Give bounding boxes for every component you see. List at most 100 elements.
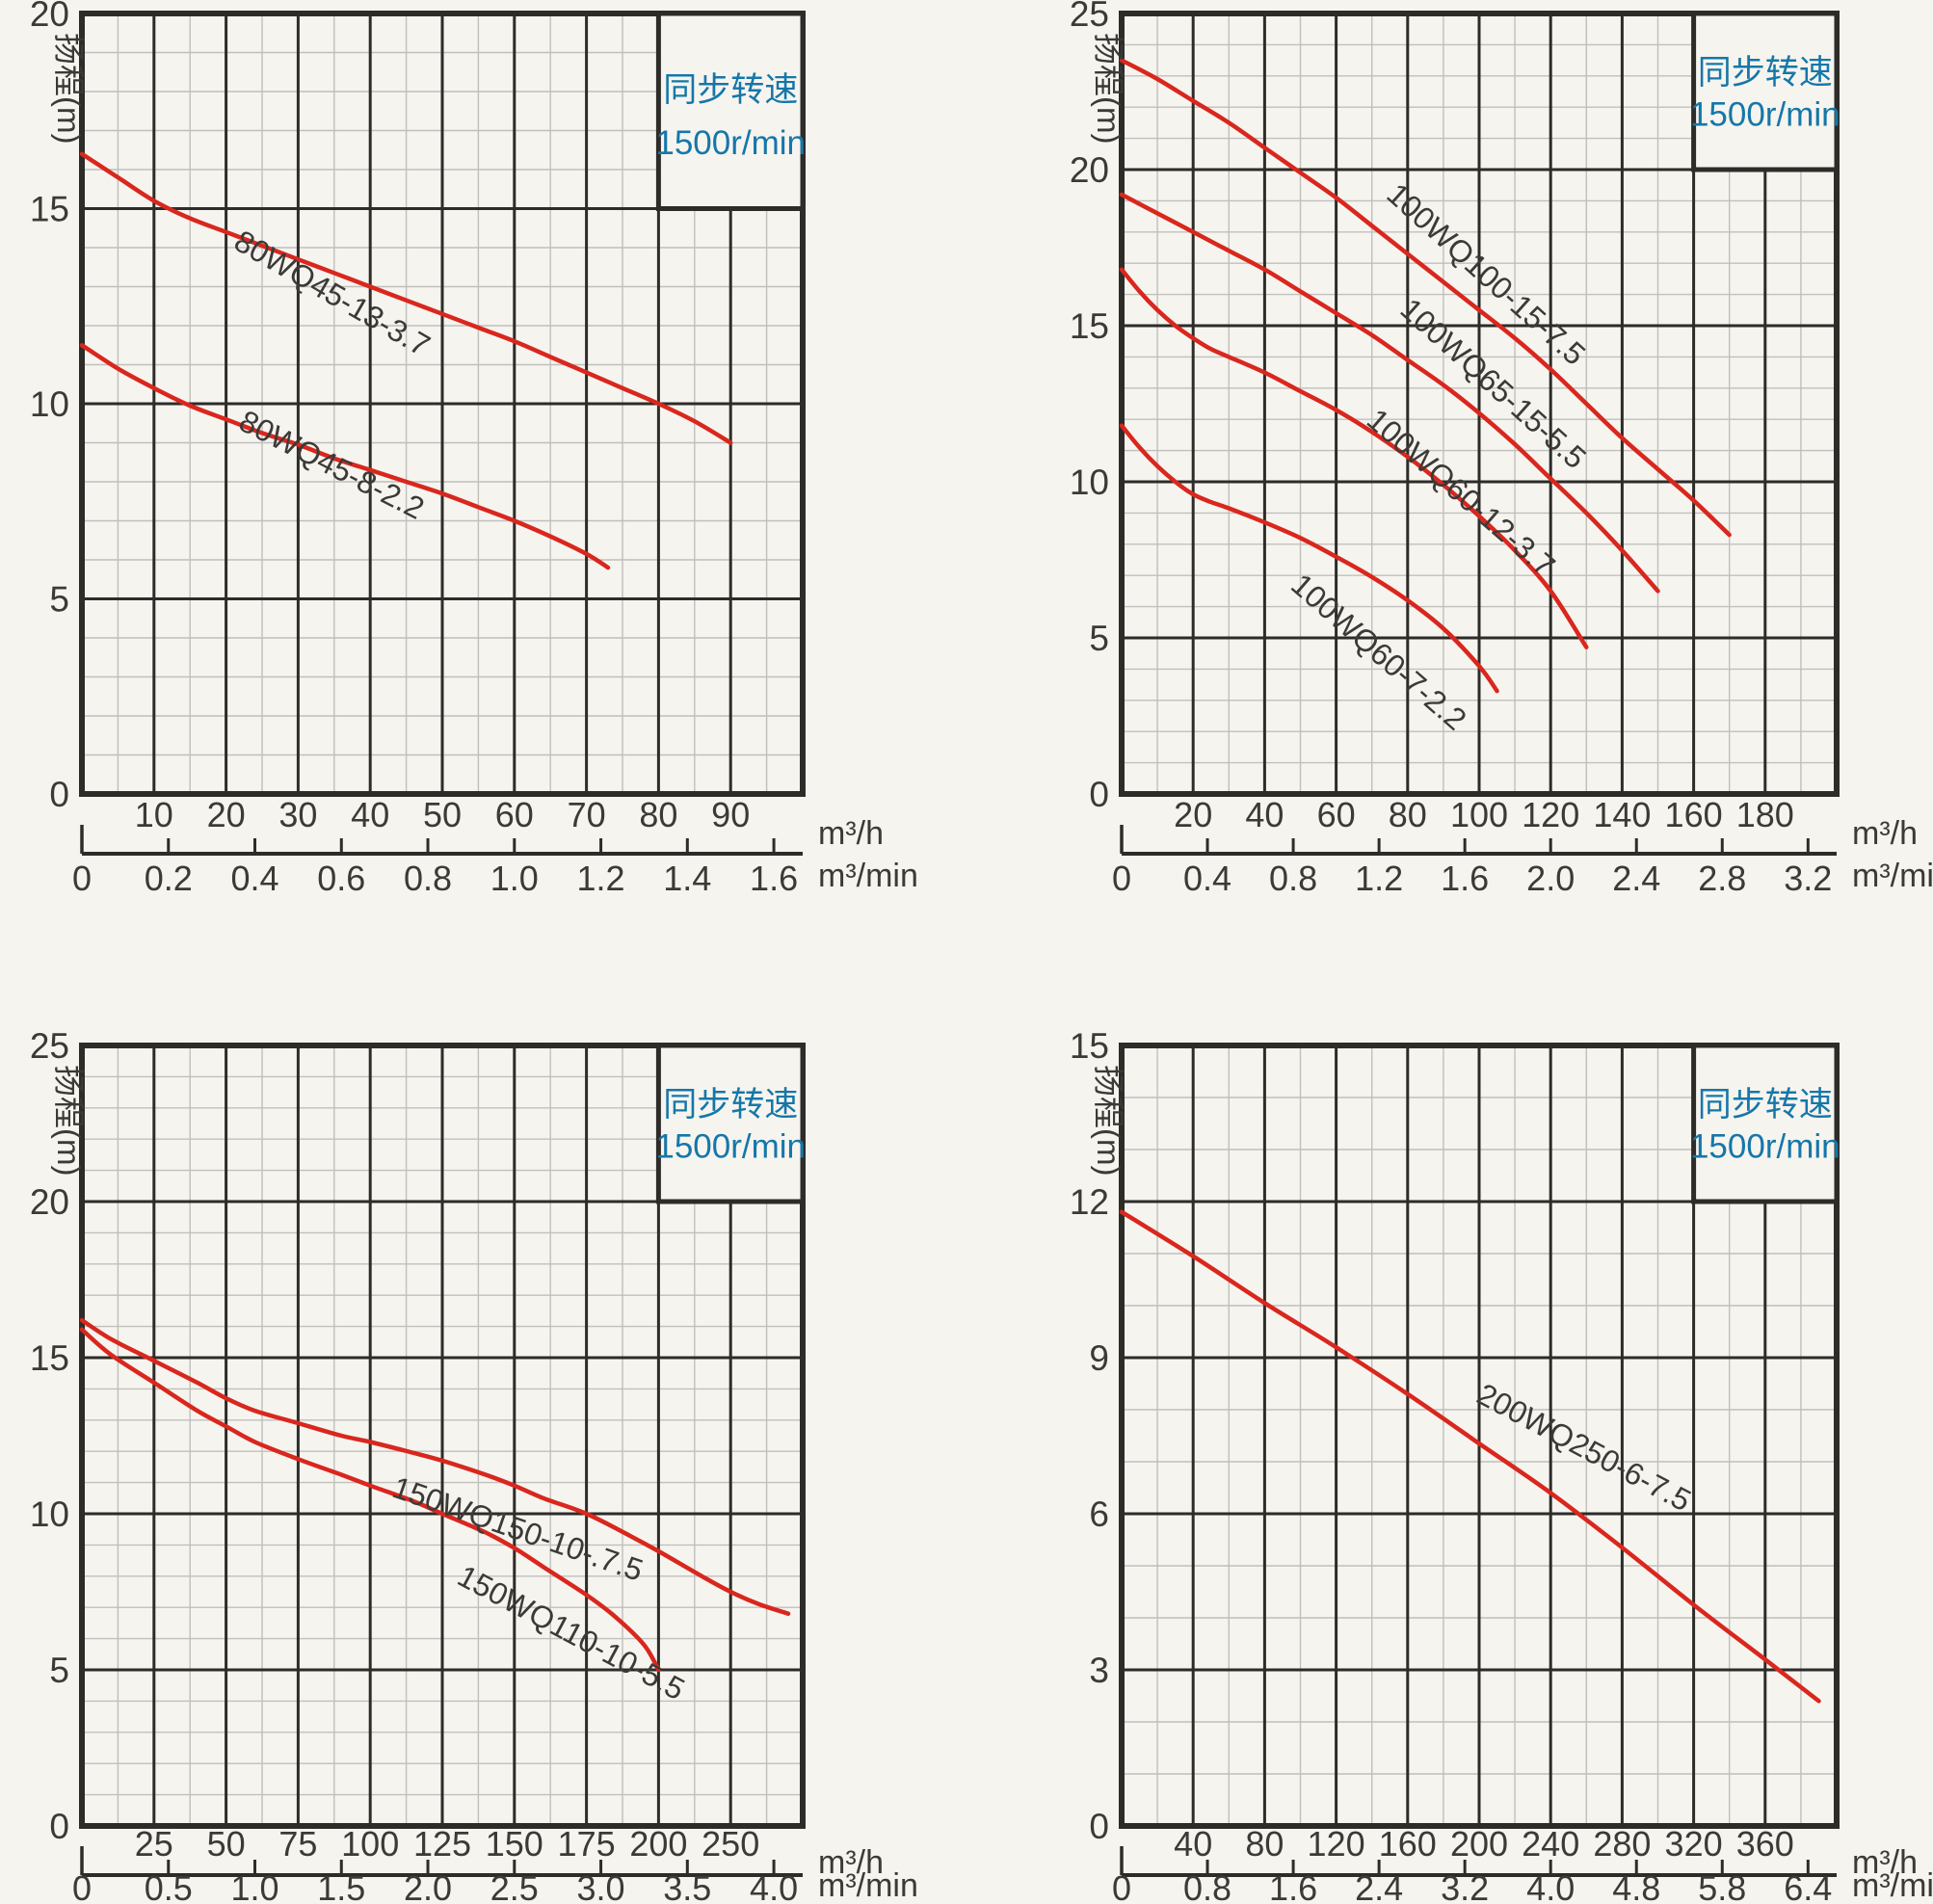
speed-box-line2: 1500r/min xyxy=(1690,96,1840,134)
y-tick-label: 20 xyxy=(1070,150,1109,190)
y-axis-title: 扬程(m) xyxy=(51,33,87,144)
unit-m3min-label: m³/min xyxy=(818,1867,918,1904)
curve-100WQ60-7-2.2 xyxy=(1119,423,1499,694)
secondary-tick-label: 2.0 xyxy=(404,1868,452,1904)
x-tick-label: 30 xyxy=(278,795,317,834)
secondary-tick-label: 0 xyxy=(1112,1868,1131,1904)
x-tick-label: 25 xyxy=(135,1824,173,1864)
speed-box xyxy=(655,11,806,211)
chart-panel-top-right: 同步转速 1500r/min 100WQ100-15-7.5 100WQ65-15-5… xyxy=(966,0,1933,952)
y-tick-label: 9 xyxy=(1089,1338,1109,1378)
secondary-tick-label: 1.4 xyxy=(663,859,711,898)
secondary-tick-label: 3.0 xyxy=(577,1868,625,1904)
secondary-tick-label: 0.8 xyxy=(1269,859,1317,898)
y-tick-label: 0 xyxy=(49,775,69,814)
curve-80WQ45-13-3.7 xyxy=(79,151,733,445)
y-tick-label: 0 xyxy=(49,1807,69,1846)
x-tick-label: 90 xyxy=(711,795,750,834)
x-tick-label: 280 xyxy=(1593,1824,1651,1864)
x-tick-label: 175 xyxy=(558,1824,616,1864)
y-tick-label: 5 xyxy=(49,580,69,620)
curve-150WQ150-10-.7.5 xyxy=(79,1317,791,1616)
curve-label-150WQ110-10-5.5: 150WQ110-10-5.5 xyxy=(452,1558,690,1706)
speed-box-line1: 同步转速 xyxy=(1698,1086,1833,1124)
curve-100WQ65-15-5.5 xyxy=(1119,192,1660,594)
curve-100WQ60-12-3.7 xyxy=(1119,267,1589,649)
secondary-tick-label: 2.4 xyxy=(1355,1868,1403,1904)
unit-m3min-label: m³/min xyxy=(818,858,918,894)
speed-box-line1: 同步转速 xyxy=(663,71,798,109)
secondary-tick-label: 0.5 xyxy=(145,1868,193,1904)
x-tick-label: 75 xyxy=(278,1824,317,1864)
plot-border xyxy=(1119,11,1840,797)
x-tick-label: 100 xyxy=(341,1824,399,1864)
y-tick-label: 25 xyxy=(30,1026,69,1066)
x-tick-label: 160 xyxy=(1665,795,1723,834)
y-tick-label: 10 xyxy=(30,384,69,424)
secondary-tick-label: 4.0 xyxy=(1526,1868,1575,1904)
x-tick-label: 40 xyxy=(1174,1824,1212,1864)
secondary-tick-label: 1.0 xyxy=(230,1868,278,1904)
curve-label-100WQ60-7-2.2: 100WQ60-7-2.2 xyxy=(1284,567,1472,737)
y-tick-label: 6 xyxy=(1089,1494,1109,1534)
x-tick-label: 40 xyxy=(351,795,389,834)
x-tick-label: 80 xyxy=(1245,1824,1284,1864)
x-tick-label: 80 xyxy=(639,795,677,834)
secondary-tick-label: 3.5 xyxy=(663,1868,711,1904)
secondary-tick-label: 0 xyxy=(72,1868,92,1904)
pump-curve-chart-top-left: 同步转速 1500r/min 80WQ45-13-3.7 80WQ45-8-2.2 0 5… xyxy=(30,0,918,898)
secondary-tick-label: 1.2 xyxy=(577,859,625,898)
x-tick-label: 10 xyxy=(135,795,173,834)
plot-border xyxy=(1119,1043,1840,1829)
x-tick-label: 120 xyxy=(1522,795,1579,834)
y-tick-label: 5 xyxy=(1089,619,1109,658)
speed-box xyxy=(1691,11,1840,172)
x-tick-label: 200 xyxy=(629,1824,687,1864)
x-tick-label: 360 xyxy=(1736,1824,1794,1864)
unit-m3h-label: m³/h xyxy=(1852,815,1918,852)
secondary-tick-label: 2.5 xyxy=(490,1868,539,1904)
curve-label-80WQ45-8-2.2: 80WQ45-8-2.2 xyxy=(234,403,430,525)
secondary-tick-label: 4.0 xyxy=(750,1868,798,1904)
x-tick-label: 60 xyxy=(495,795,534,834)
y-tick-label: 15 xyxy=(30,190,69,229)
speed-box xyxy=(1691,1043,1840,1204)
secondary-tick-label: 0 xyxy=(72,859,92,898)
unit-m3h-label: m³/h xyxy=(818,1844,884,1881)
y-tick-label: 5 xyxy=(49,1651,69,1690)
curve-label-200WQ250-6-7.5: 200WQ250-6-7.5 xyxy=(1471,1376,1697,1518)
secondary-tick-label: 2.8 xyxy=(1698,859,1746,898)
plot-border xyxy=(79,11,806,797)
x-tick-label: 140 xyxy=(1593,795,1651,834)
speed-box-line2: 1500r/min xyxy=(655,124,806,162)
pump-curve-chart-bottom-left: 同步转速1500r/min150WQ150-10-.7.5150WQ110-10… xyxy=(30,1026,918,1904)
y-tick-label: 15 xyxy=(1070,1026,1109,1066)
y-axis-title: 扬程(m) xyxy=(1091,33,1126,144)
x-tick-label: 40 xyxy=(1245,795,1284,834)
y-axis-title: 扬程(m) xyxy=(51,1065,87,1176)
unit-m3min-label: m³/min xyxy=(1852,1867,1933,1904)
plot-border xyxy=(79,1043,806,1829)
secondary-tick-label: 3.2 xyxy=(1441,1868,1489,1904)
chart-panel-top-left: 同步转速 1500r/min 80WQ45-13-3.7 80WQ45-8-2.2 0 5… xyxy=(0,0,966,952)
speed-box-line1: 同步转速 xyxy=(663,1086,798,1124)
y-tick-label: 20 xyxy=(30,1182,69,1222)
x-tick-label: 70 xyxy=(568,795,606,834)
unit-m3h-label: m³/h xyxy=(1852,1844,1918,1881)
secondary-tick-label: 4.8 xyxy=(1612,1868,1660,1904)
grid xyxy=(1122,13,1837,794)
y-tick-label: 12 xyxy=(1070,1182,1109,1222)
secondary-tick-label: 1.6 xyxy=(750,859,798,898)
y-tick-label: 0 xyxy=(1089,1807,1109,1846)
x-tick-label: 200 xyxy=(1450,1824,1508,1864)
x-tick-label: 20 xyxy=(1174,795,1212,834)
x-tick-label: 20 xyxy=(207,795,246,834)
secondary-tick-label: 0.8 xyxy=(404,859,452,898)
x-tick-label: 50 xyxy=(207,1824,246,1864)
secondary-tick-label: 5.8 xyxy=(1698,1868,1746,1904)
unit-m3min-label: m³/min xyxy=(1852,858,1933,894)
speed-box-line2: 1500r/min xyxy=(1690,1128,1840,1166)
speed-box-line2: 1500r/min xyxy=(655,1128,806,1166)
secondary-tick-label: 1.5 xyxy=(317,1868,365,1904)
x-tick-label: 125 xyxy=(413,1824,471,1864)
